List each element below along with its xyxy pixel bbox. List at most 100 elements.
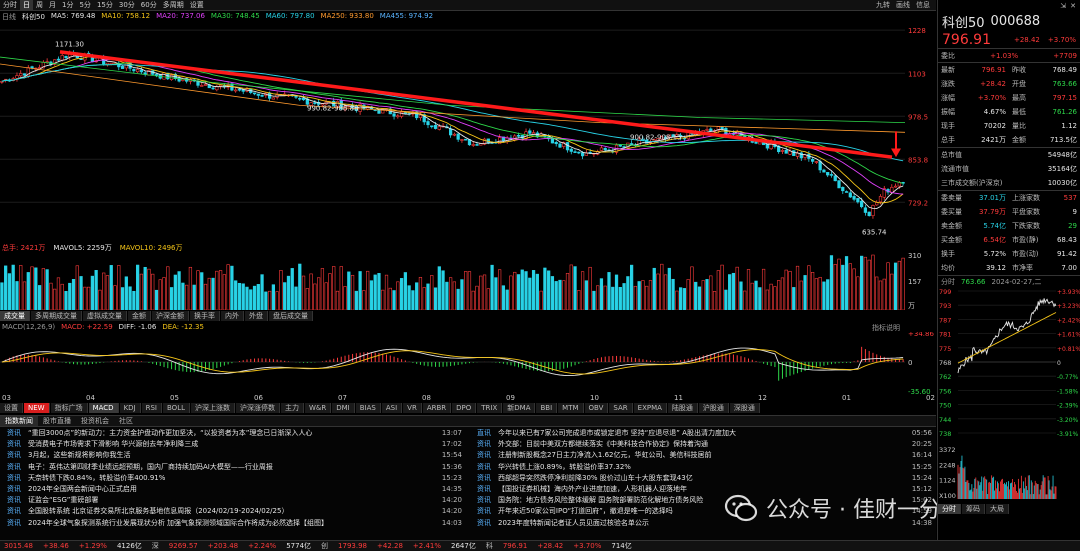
news-title[interactable]: 天奈转债下跌0.84%，转股溢价率400.91% <box>28 473 166 482</box>
indicator-tab[interactable]: TRIX <box>477 403 503 413</box>
news-title[interactable]: 外交部：目前中美双方都继续落实《中美科技合作协定》保持着沟通 <box>498 440 708 449</box>
macd-chart[interactable]: +34.86 0 -35.60 03 04 05 06 07 08 09 10 11 12 01 02 <box>0 332 936 402</box>
news-item[interactable]: 直讯 今年以来已有7家公司完成退市或锁定退市 坚持“应退尽退” A股出清力度加大 0… <box>470 428 936 439</box>
period-tab[interactable]: 15分 <box>96 0 113 9</box>
indicator-tab[interactable]: 设置 <box>0 403 23 413</box>
indicator-tab[interactable]: 新DMA <box>503 403 536 413</box>
period-tab[interactable]: 设置 <box>189 0 204 9</box>
news-title[interactable]: 今年以来已有7家公司完成退市或锁定退市 坚持“应退尽退” A股出清力度加大 <box>498 429 736 437</box>
indicator-tab[interactable]: BIAS <box>355 403 381 413</box>
volume-chart[interactable]: 310 157 万 <box>0 252 936 310</box>
news-tab[interactable]: 股市直播 <box>43 417 71 425</box>
toolbar-right-item[interactable]: 九转 <box>876 1 890 9</box>
news-item[interactable]: 资讯 2023年度特新闻记者证人员见面过核验名单公示 14:38 <box>470 518 936 529</box>
news-item[interactable]: 资讯 2024年全球气象探测系统行业发展现状分析 加强气象探测领域国际合作将成为必… <box>0 518 466 529</box>
indicator-tab[interactable]: SAR <box>609 403 633 413</box>
volume-indicator-tab[interactable]: 换手率 <box>190 311 220 321</box>
indicator-tab[interactable]: 沪深上涨数 <box>191 403 235 413</box>
news-item[interactable]: 资讯 注册制新股概念27日主力净流入1.62亿元，华虹公司、美信科技居前 16:14 <box>470 450 936 461</box>
volume-indicator-tab[interactable]: 多周期成交量 <box>31 311 82 321</box>
stat-label: 市净率 <box>1012 264 1033 272</box>
candlestick-chart[interactable]: 1228 1103 978.5 853.8 729.2 1171.30 990.82-988… <box>0 22 936 244</box>
news-item[interactable]: 资讯 受消费电子市场需求下滑影响 华兴源创去年净利降三成 17:02 <box>0 439 466 450</box>
indicator-tab[interactable]: BOLL <box>163 403 190 413</box>
period-tab[interactable]: 分时 <box>3 0 17 9</box>
indicator-tab[interactable]: BBI <box>536 403 558 413</box>
intraday-chart[interactable]: 799 +3.93% 793 +3.23% 787 +2.42% 781 +1.61% 775 +… <box>938 287 1080 502</box>
period-tab[interactable]: 月 <box>49 0 56 9</box>
news-title[interactable]: 2023年度特新闻记者证人员见面过核验名单公示 <box>498 518 649 527</box>
news-item[interactable]: 资讯 2024年全国两会新闻中心正式启用 14:35 <box>0 484 466 495</box>
news-title[interactable]: 2024年全国两会新闻中心正式启用 <box>28 484 137 493</box>
news-item[interactable]: 资讯 西部超导突然跌停净利前降30% 股价过山车十大股东套现43亿 15:24 <box>470 473 936 484</box>
period-tab[interactable]: 多周期 <box>162 0 184 9</box>
indicator-tab[interactable]: 指标广场 <box>50 403 88 413</box>
volume-indicator-tab[interactable]: 盘后成交量 <box>269 311 313 321</box>
indicator-tab[interactable]: MTM <box>558 403 584 413</box>
news-title[interactable]: 国务院：地方债务风险整体缓解 国务院部署防范化解地方债务风险 <box>498 496 704 505</box>
news-item[interactable]: 资讯 证监会“ESG”重磅部署 14:20 <box>0 495 466 506</box>
news-title[interactable]: 全国股转系统 北京证券交易所北京服务基地信息周报（2024/02/19-2024… <box>28 507 289 516</box>
news-item[interactable]: 资讯 “重回3000点”的新动力：主力资金护盘动作更加坚决，“以投资者为本”理念已… <box>0 428 466 439</box>
indicator-tab[interactable]: MACD <box>88 403 119 413</box>
news-title[interactable]: 证监会“ESG”重磅部署 <box>28 496 99 505</box>
news-item[interactable]: 资讯 华兴转债上涨0.89%，转股溢价率37.32% 15:25 <box>470 462 936 473</box>
news-title[interactable]: 2024年全球气象探测系统行业发展现状分析 加强气象探测领域国际合作将成为必然选… <box>28 518 329 527</box>
news-title[interactable]: 3月起，这些新规将影响你我生活 <box>28 451 131 460</box>
indicator-help-link[interactable]: 指标说明 <box>872 324 900 332</box>
news-tab[interactable]: 指数新闻 <box>0 416 38 426</box>
news-tab[interactable]: 投资机会 <box>81 417 109 425</box>
news-title[interactable]: 西部超导突然跌停净利前降30% 股价过山车十大股东套现43亿 <box>498 473 693 482</box>
news-item[interactable]: 资讯 【国投证券机械】海内外产业进度加速，人形机器人迎落地年 15:12 <box>470 484 936 495</box>
period-tab[interactable]: 1分 <box>62 0 74 9</box>
indicator-tab[interactable]: RSI <box>141 403 162 413</box>
volume-indicator-tab[interactable]: 金额 <box>128 311 151 321</box>
indicator-tab[interactable]: VR <box>403 403 422 413</box>
indicator-tab[interactable]: 沪股通 <box>698 403 729 413</box>
news-tab[interactable]: 社区 <box>119 417 133 425</box>
news-item[interactable]: 资讯 国务院：地方债务风险整体缓解 国务院部署防范化解地方债务风险 15:02 <box>470 495 936 506</box>
indicator-tab[interactable]: 深股通 <box>729 403 760 413</box>
period-tab[interactable]: 周 <box>36 0 43 9</box>
toolbar-right-item[interactable]: 信息 <box>916 1 930 9</box>
toolbar-right-item[interactable]: 画线 <box>896 1 910 9</box>
volume-indicator-tab[interactable]: 虚拟成交量 <box>83 311 127 321</box>
volume-indicator-tab[interactable]: 内外 <box>221 311 244 321</box>
indicator-tab[interactable]: 主力 <box>281 403 304 413</box>
news-item[interactable]: 资讯 外交部：目前中美双方都继续落实《中美科技合作协定》保持着沟通 20:25 <box>470 439 936 450</box>
expand-icon[interactable]: ⇲ <box>1060 2 1067 10</box>
volume-indicator-tab[interactable]: 外盘 <box>245 311 268 321</box>
intraday-tab[interactable]: 大局 <box>986 504 1009 514</box>
news-title[interactable]: 电子：英伟达第四财季业绩远超预期，国内厂商持续加码AI大模型——行业周报 <box>28 462 273 471</box>
period-tab[interactable]: 30分 <box>118 0 135 9</box>
close-icon[interactable]: ✕ <box>1070 2 1076 10</box>
indicator-tab[interactable]: ASI <box>381 403 403 413</box>
intraday-tab[interactable]: 筹码 <box>962 504 985 514</box>
news-item[interactable]: 资讯 3月起，这些新规将影响你我生活 15:54 <box>0 450 466 461</box>
volume-indicator-tab[interactable]: 成交量 <box>0 311 30 321</box>
indicator-tab[interactable]: 沪深涨停数 <box>236 403 280 413</box>
indicator-tab[interactable]: 陆股通 <box>667 403 698 413</box>
indicator-tab[interactable]: ARBR <box>422 403 452 413</box>
news-title[interactable]: 华兴转债上涨0.89%，转股溢价率37.32% <box>498 462 631 471</box>
news-title[interactable]: “重回3000点”的新动力：主力资金护盘动作更加坚决，“以投资者为本”理念已日渐… <box>28 429 313 437</box>
news-title[interactable]: 注册制新股概念27日主力净流入1.62亿元，华虹公司、美信科技居前 <box>498 451 712 460</box>
news-item[interactable]: 资讯 开年来近50家公司IPO“打道回府”，撤退是唯一的选择吗 14:59 <box>470 506 936 517</box>
indicator-tab[interactable]: EXPMA <box>633 403 667 413</box>
period-tab[interactable]: 60分 <box>140 0 157 9</box>
indicator-tab[interactable]: KDJ <box>119 403 141 413</box>
indicator-tab[interactable]: DMI <box>332 403 355 413</box>
period-tab[interactable]: 5分 <box>79 0 91 9</box>
news-title[interactable]: 【国投证券机械】海内外产业进度加速，人形机器人迎落地年 <box>498 484 687 493</box>
intraday-tab[interactable]: 分时 <box>938 504 961 514</box>
period-tab[interactable]: 日 <box>20 0 33 11</box>
news-item[interactable]: 资讯 天奈转债下跌0.84%，转股溢价率400.91% 15:23 <box>0 473 466 484</box>
indicator-tab[interactable]: DPO <box>452 403 477 413</box>
news-item[interactable]: 资讯 电子：英伟达第四财季业绩远超预期，国内厂商持续加码AI大模型——行业周报 15… <box>0 462 466 473</box>
indicator-tab[interactable]: W&R <box>305 403 332 413</box>
news-title[interactable]: 开年来近50家公司IPO“打道回府”，撤退是唯一的选择吗 <box>498 507 673 516</box>
volume-indicator-tab[interactable]: 沪深金额 <box>152 311 189 321</box>
indicator-tab[interactable]: OBV <box>584 403 609 413</box>
news-title[interactable]: 受消费电子市场需求下滑影响 华兴源创去年净利降三成 <box>28 440 199 449</box>
news-item[interactable]: 资讯 全国股转系统 北京证券交易所北京服务基地信息周报（2024/02/19-20… <box>0 506 466 517</box>
